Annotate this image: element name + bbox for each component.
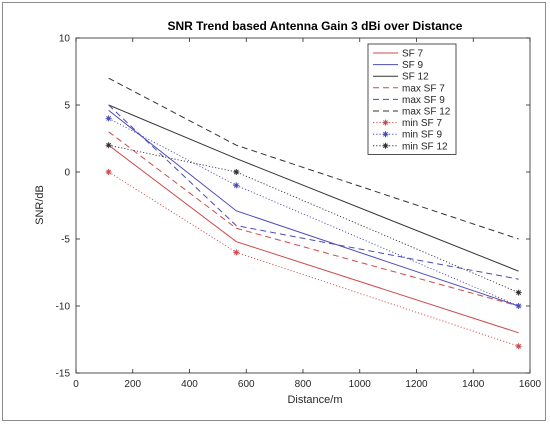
- x-tick-label: 0: [73, 379, 79, 390]
- series-line-max-sf-12: [108, 77, 519, 240]
- y-tick-label: 0: [64, 168, 70, 179]
- series-line-sf-7: [108, 144, 519, 334]
- point-min-sf-12: [233, 169, 240, 175]
- series-line-max-sf-9: [108, 104, 519, 280]
- axis-ticks: 0 200 400 600 800 1000 1200 1400 1600 -15 -10 -5 0 5 1…: [56, 34, 542, 391]
- point-min-sf-7: [105, 169, 112, 175]
- y-tick-label: -10: [56, 302, 71, 313]
- y-tick-label: -5: [61, 235, 70, 246]
- series-line-sf-12: [108, 104, 519, 272]
- point-min-sf-12: [105, 142, 112, 149]
- y-tick-label: 5: [64, 101, 70, 112]
- legend-entry-max-sf-12: max SF 12: [402, 107, 451, 118]
- point-min-sf-9: [233, 182, 240, 189]
- legend-entry-min-sf-12: min SF 12: [402, 141, 448, 152]
- legend-entry-sf-7: SF 7: [402, 49, 424, 60]
- series-layer: [105, 77, 522, 350]
- legend-marker-min-sf-9: [382, 131, 389, 138]
- series-line-max-sf-7: [108, 131, 519, 307]
- y-tick-label: 10: [59, 34, 71, 45]
- legend-box: [367, 43, 457, 155]
- legend-entry-max-sf-7: max SF 7: [402, 83, 445, 94]
- x-tick-label: 400: [181, 379, 198, 390]
- x-tick-label: 600: [238, 379, 255, 390]
- point-min-sf-12: [515, 289, 522, 296]
- x-tick-label: 1200: [405, 379, 428, 390]
- point-min-sf-9: [105, 115, 112, 122]
- chart-title: SNR Trend based Antenna Gain 3 dBi over …: [168, 19, 463, 33]
- legend-entry-sf-12: SF 12: [402, 72, 429, 83]
- point-min-sf-7: [233, 249, 240, 256]
- x-tick-label: 1400: [462, 379, 485, 390]
- legend-marker-min-sf-7: [382, 119, 389, 126]
- x-tick-label: 1000: [349, 379, 372, 390]
- legend-entry-max-sf-9: max SF 9: [402, 95, 445, 106]
- legend-entry-min-sf-7: min SF 7: [402, 118, 442, 129]
- y-tick-label: -15: [56, 369, 71, 380]
- x-axis-label: Distance/m: [287, 394, 342, 406]
- legend-marker-min-sf-12: [382, 142, 389, 149]
- x-tick-label: 200: [124, 379, 141, 390]
- plot-area: [75, 37, 531, 374]
- series-line-sf-9: [108, 109, 519, 307]
- point-min-sf-7: [515, 343, 522, 350]
- legend-entry-sf-9: SF 9: [402, 60, 424, 71]
- y-axis-label: SNR/dB: [34, 185, 46, 225]
- x-tick-label: 800: [295, 379, 312, 390]
- point-min-sf-9: [515, 303, 522, 309]
- legend-entry-min-sf-9: min SF 9: [402, 130, 442, 141]
- x-tick-label: 1600: [519, 379, 542, 390]
